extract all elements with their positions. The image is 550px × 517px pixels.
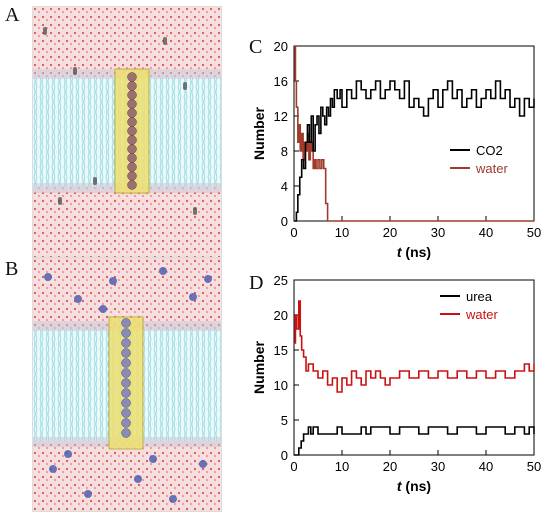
chart-c-series-water: [294, 45, 534, 222]
chart-c-legend-label: water: [475, 161, 508, 176]
simulation-image-a: [32, 6, 222, 258]
chart-c-xlabel: t (ns): [397, 244, 431, 260]
sim-a-drawing: [33, 7, 221, 257]
chart-d: 0 10 20 30 40 50 0 5 10 15 20 25 t (ns) Number urea wat…: [251, 274, 541, 494]
chart-c-xtick-label: 30: [431, 225, 445, 240]
panel-label-d: D: [249, 272, 264, 294]
chart-c-ytick-label: 16: [274, 74, 288, 89]
chart-d-ytick-label: 25: [274, 274, 288, 288]
chart-c-ytick-label: 20: [274, 40, 288, 54]
chart-d-series-urea: [294, 426, 535, 456]
chart-c-xtick-label: 0: [290, 225, 297, 240]
chart-d-xlabel: t (ns): [397, 478, 431, 494]
panel-label-a: A: [5, 4, 20, 26]
chart-d-legend-label: urea: [466, 289, 493, 304]
chart-d-xtick-label: 0: [290, 459, 297, 474]
chart-d-ytick-label: 20: [274, 308, 288, 323]
chart-c-ytick-label: 8: [281, 144, 288, 159]
chart-c-ytick-label: 4: [281, 179, 288, 194]
chart-d-xtick-label: 20: [383, 459, 397, 474]
chart-d-xtick-label: 40: [479, 459, 493, 474]
simulation-image-b: [32, 258, 222, 512]
chart-d-frame: [293, 279, 535, 456]
chart-c-xtick-label: 40: [479, 225, 493, 240]
chart-c-xtick-label: 20: [383, 225, 397, 240]
panel-label-b: B: [5, 258, 19, 280]
chart-c-frame: [293, 45, 535, 222]
chart-d-xtick-label: 10: [335, 459, 349, 474]
chart-d-xtick-label: 50: [527, 459, 541, 474]
chart-c-ylabel: Number: [251, 107, 267, 160]
panel-label-c: C: [249, 36, 263, 58]
chart-c-series-co2: [294, 80, 535, 222]
chart-d-ytick-label: 5: [281, 413, 288, 428]
chart-c-xtick-label: 50: [527, 225, 541, 240]
chart-d-xtick-label: 30: [431, 459, 445, 474]
chart-c-ytick-label: 12: [274, 109, 288, 124]
chart-d-ylabel: Number: [251, 341, 267, 394]
chart-d-ytick-label: 0: [281, 448, 288, 463]
chart-d-legend-label: water: [465, 307, 498, 322]
chart-d-ytick-label: 10: [274, 378, 288, 393]
chart-d-series-water: [294, 300, 535, 393]
sim-b-drawing: [33, 259, 221, 511]
chart-c-xtick-label: 10: [335, 225, 349, 240]
chart-c-ytick-label: 0: [281, 214, 288, 229]
chart-d-ytick-label: 15: [274, 343, 288, 358]
chart-c-legend-label: CO2: [476, 143, 503, 158]
